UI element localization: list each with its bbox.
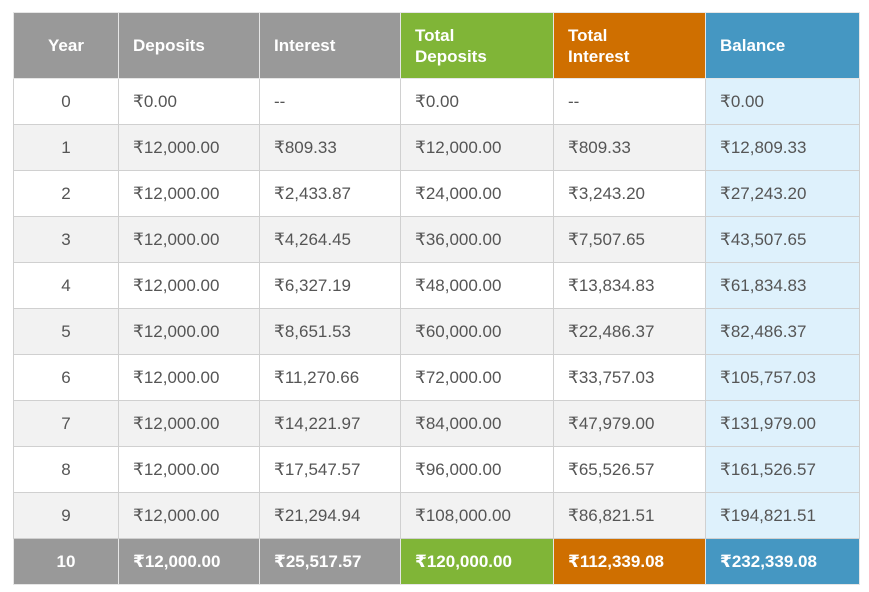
cell-total-deposits: ₹24,000.00 bbox=[400, 170, 554, 217]
cell-deposits: ₹12,000.00 bbox=[118, 538, 260, 585]
header-interest: Interest bbox=[259, 12, 401, 79]
cell-year: 1 bbox=[13, 124, 119, 171]
cell-interest: ₹6,327.19 bbox=[259, 262, 401, 309]
cell-year: 3 bbox=[13, 216, 119, 263]
cell-interest: ₹11,270.66 bbox=[259, 354, 401, 401]
cell-deposits: ₹12,000.00 bbox=[118, 216, 260, 263]
cell-balance: ₹27,243.20 bbox=[705, 170, 860, 217]
cell-total-interest: ₹809.33 bbox=[553, 124, 706, 171]
cell-total-interest: ₹33,757.03 bbox=[553, 354, 706, 401]
table-row: 9 ₹12,000.00 ₹21,294.94 ₹108,000.00 ₹86,… bbox=[13, 492, 860, 539]
table-row: 3 ₹12,000.00 ₹4,264.45 ₹36,000.00 ₹7,507… bbox=[13, 216, 860, 263]
cell-total-interest: ₹3,243.20 bbox=[553, 170, 706, 217]
cell-year: 0 bbox=[13, 78, 119, 125]
cell-year: 4 bbox=[13, 262, 119, 309]
cell-deposits: ₹12,000.00 bbox=[118, 354, 260, 401]
cell-deposits: ₹12,000.00 bbox=[118, 446, 260, 493]
cell-interest: ₹809.33 bbox=[259, 124, 401, 171]
table-row: 4 ₹12,000.00 ₹6,327.19 ₹48,000.00 ₹13,83… bbox=[13, 262, 860, 309]
cell-total-interest: ₹112,339.08 bbox=[553, 538, 706, 585]
cell-deposits: ₹12,000.00 bbox=[118, 170, 260, 217]
cell-balance: ₹131,979.00 bbox=[705, 400, 860, 447]
table-row: 1 ₹12,000.00 ₹809.33 ₹12,000.00 ₹809.33 … bbox=[13, 124, 860, 171]
cell-total-deposits: ₹72,000.00 bbox=[400, 354, 554, 401]
header-total-interest-line1: Total bbox=[568, 25, 608, 45]
header-row: Year Deposits Interest Total Deposits To… bbox=[13, 12, 860, 79]
cell-interest: -- bbox=[259, 78, 401, 125]
cell-balance: ₹0.00 bbox=[705, 78, 860, 125]
header-total-deposits: Total Deposits bbox=[400, 12, 554, 79]
cell-total-deposits: ₹0.00 bbox=[400, 78, 554, 125]
header-total-interest-line2: Interest bbox=[568, 46, 630, 66]
cell-total-deposits: ₹60,000.00 bbox=[400, 308, 554, 355]
cell-balance: ₹61,834.83 bbox=[705, 262, 860, 309]
cell-total-deposits: ₹48,000.00 bbox=[400, 262, 554, 309]
cell-year: 5 bbox=[13, 308, 119, 355]
table-row: 6 ₹12,000.00 ₹11,270.66 ₹72,000.00 ₹33,7… bbox=[13, 354, 860, 401]
cell-balance: ₹105,757.03 bbox=[705, 354, 860, 401]
cell-year: 2 bbox=[13, 170, 119, 217]
cell-year: 6 bbox=[13, 354, 119, 401]
savings-schedule-table-container: Year Deposits Interest Total Deposits To… bbox=[13, 12, 860, 585]
table-row: 7 ₹12,000.00 ₹14,221.97 ₹84,000.00 ₹47,9… bbox=[13, 400, 860, 447]
cell-total-interest: -- bbox=[553, 78, 706, 125]
table-row: 0 ₹0.00 -- ₹0.00 -- ₹0.00 bbox=[13, 78, 860, 125]
cell-deposits: ₹12,000.00 bbox=[118, 492, 260, 539]
cell-total-deposits: ₹36,000.00 bbox=[400, 216, 554, 263]
cell-balance: ₹43,507.65 bbox=[705, 216, 860, 263]
cell-balance: ₹232,339.08 bbox=[705, 538, 860, 585]
cell-deposits: ₹12,000.00 bbox=[118, 124, 260, 171]
header-deposits: Deposits bbox=[118, 12, 260, 79]
cell-balance: ₹12,809.33 bbox=[705, 124, 860, 171]
cell-balance: ₹82,486.37 bbox=[705, 308, 860, 355]
final-row: 10 ₹12,000.00 ₹25,517.57 ₹120,000.00 ₹11… bbox=[13, 538, 860, 585]
table-row: 8 ₹12,000.00 ₹17,547.57 ₹96,000.00 ₹65,5… bbox=[13, 446, 860, 493]
cell-interest: ₹14,221.97 bbox=[259, 400, 401, 447]
savings-schedule-table: Year Deposits Interest Total Deposits To… bbox=[13, 12, 860, 585]
cell-interest: ₹8,651.53 bbox=[259, 308, 401, 355]
header-total-interest: Total Interest bbox=[553, 12, 706, 79]
cell-total-deposits: ₹12,000.00 bbox=[400, 124, 554, 171]
cell-interest: ₹21,294.94 bbox=[259, 492, 401, 539]
cell-total-interest: ₹22,486.37 bbox=[553, 308, 706, 355]
table-body: 0 ₹0.00 -- ₹0.00 -- ₹0.00 1 ₹12,000.00 ₹… bbox=[13, 78, 860, 585]
cell-year: 10 bbox=[13, 538, 119, 585]
cell-interest: ₹17,547.57 bbox=[259, 446, 401, 493]
cell-deposits: ₹12,000.00 bbox=[118, 308, 260, 355]
cell-total-deposits: ₹120,000.00 bbox=[400, 538, 554, 585]
table-header: Year Deposits Interest Total Deposits To… bbox=[13, 12, 860, 79]
cell-deposits: ₹12,000.00 bbox=[118, 400, 260, 447]
cell-balance: ₹161,526.57 bbox=[705, 446, 860, 493]
cell-year: 9 bbox=[13, 492, 119, 539]
header-total-deposits-line1: Total bbox=[415, 25, 455, 45]
cell-total-deposits: ₹96,000.00 bbox=[400, 446, 554, 493]
header-total-deposits-line2: Deposits bbox=[415, 46, 487, 66]
cell-interest: ₹2,433.87 bbox=[259, 170, 401, 217]
header-year: Year bbox=[13, 12, 119, 79]
cell-total-deposits: ₹84,000.00 bbox=[400, 400, 554, 447]
cell-deposits: ₹0.00 bbox=[118, 78, 260, 125]
header-balance: Balance bbox=[705, 12, 860, 79]
cell-deposits: ₹12,000.00 bbox=[118, 262, 260, 309]
cell-year: 8 bbox=[13, 446, 119, 493]
cell-total-interest: ₹86,821.51 bbox=[553, 492, 706, 539]
cell-interest: ₹4,264.45 bbox=[259, 216, 401, 263]
cell-balance: ₹194,821.51 bbox=[705, 492, 860, 539]
cell-interest: ₹25,517.57 bbox=[259, 538, 401, 585]
cell-total-interest: ₹65,526.57 bbox=[553, 446, 706, 493]
cell-year: 7 bbox=[13, 400, 119, 447]
cell-total-interest: ₹7,507.65 bbox=[553, 216, 706, 263]
cell-total-interest: ₹13,834.83 bbox=[553, 262, 706, 309]
cell-total-deposits: ₹108,000.00 bbox=[400, 492, 554, 539]
table-row: 5 ₹12,000.00 ₹8,651.53 ₹60,000.00 ₹22,48… bbox=[13, 308, 860, 355]
table-row: 2 ₹12,000.00 ₹2,433.87 ₹24,000.00 ₹3,243… bbox=[13, 170, 860, 217]
cell-total-interest: ₹47,979.00 bbox=[553, 400, 706, 447]
